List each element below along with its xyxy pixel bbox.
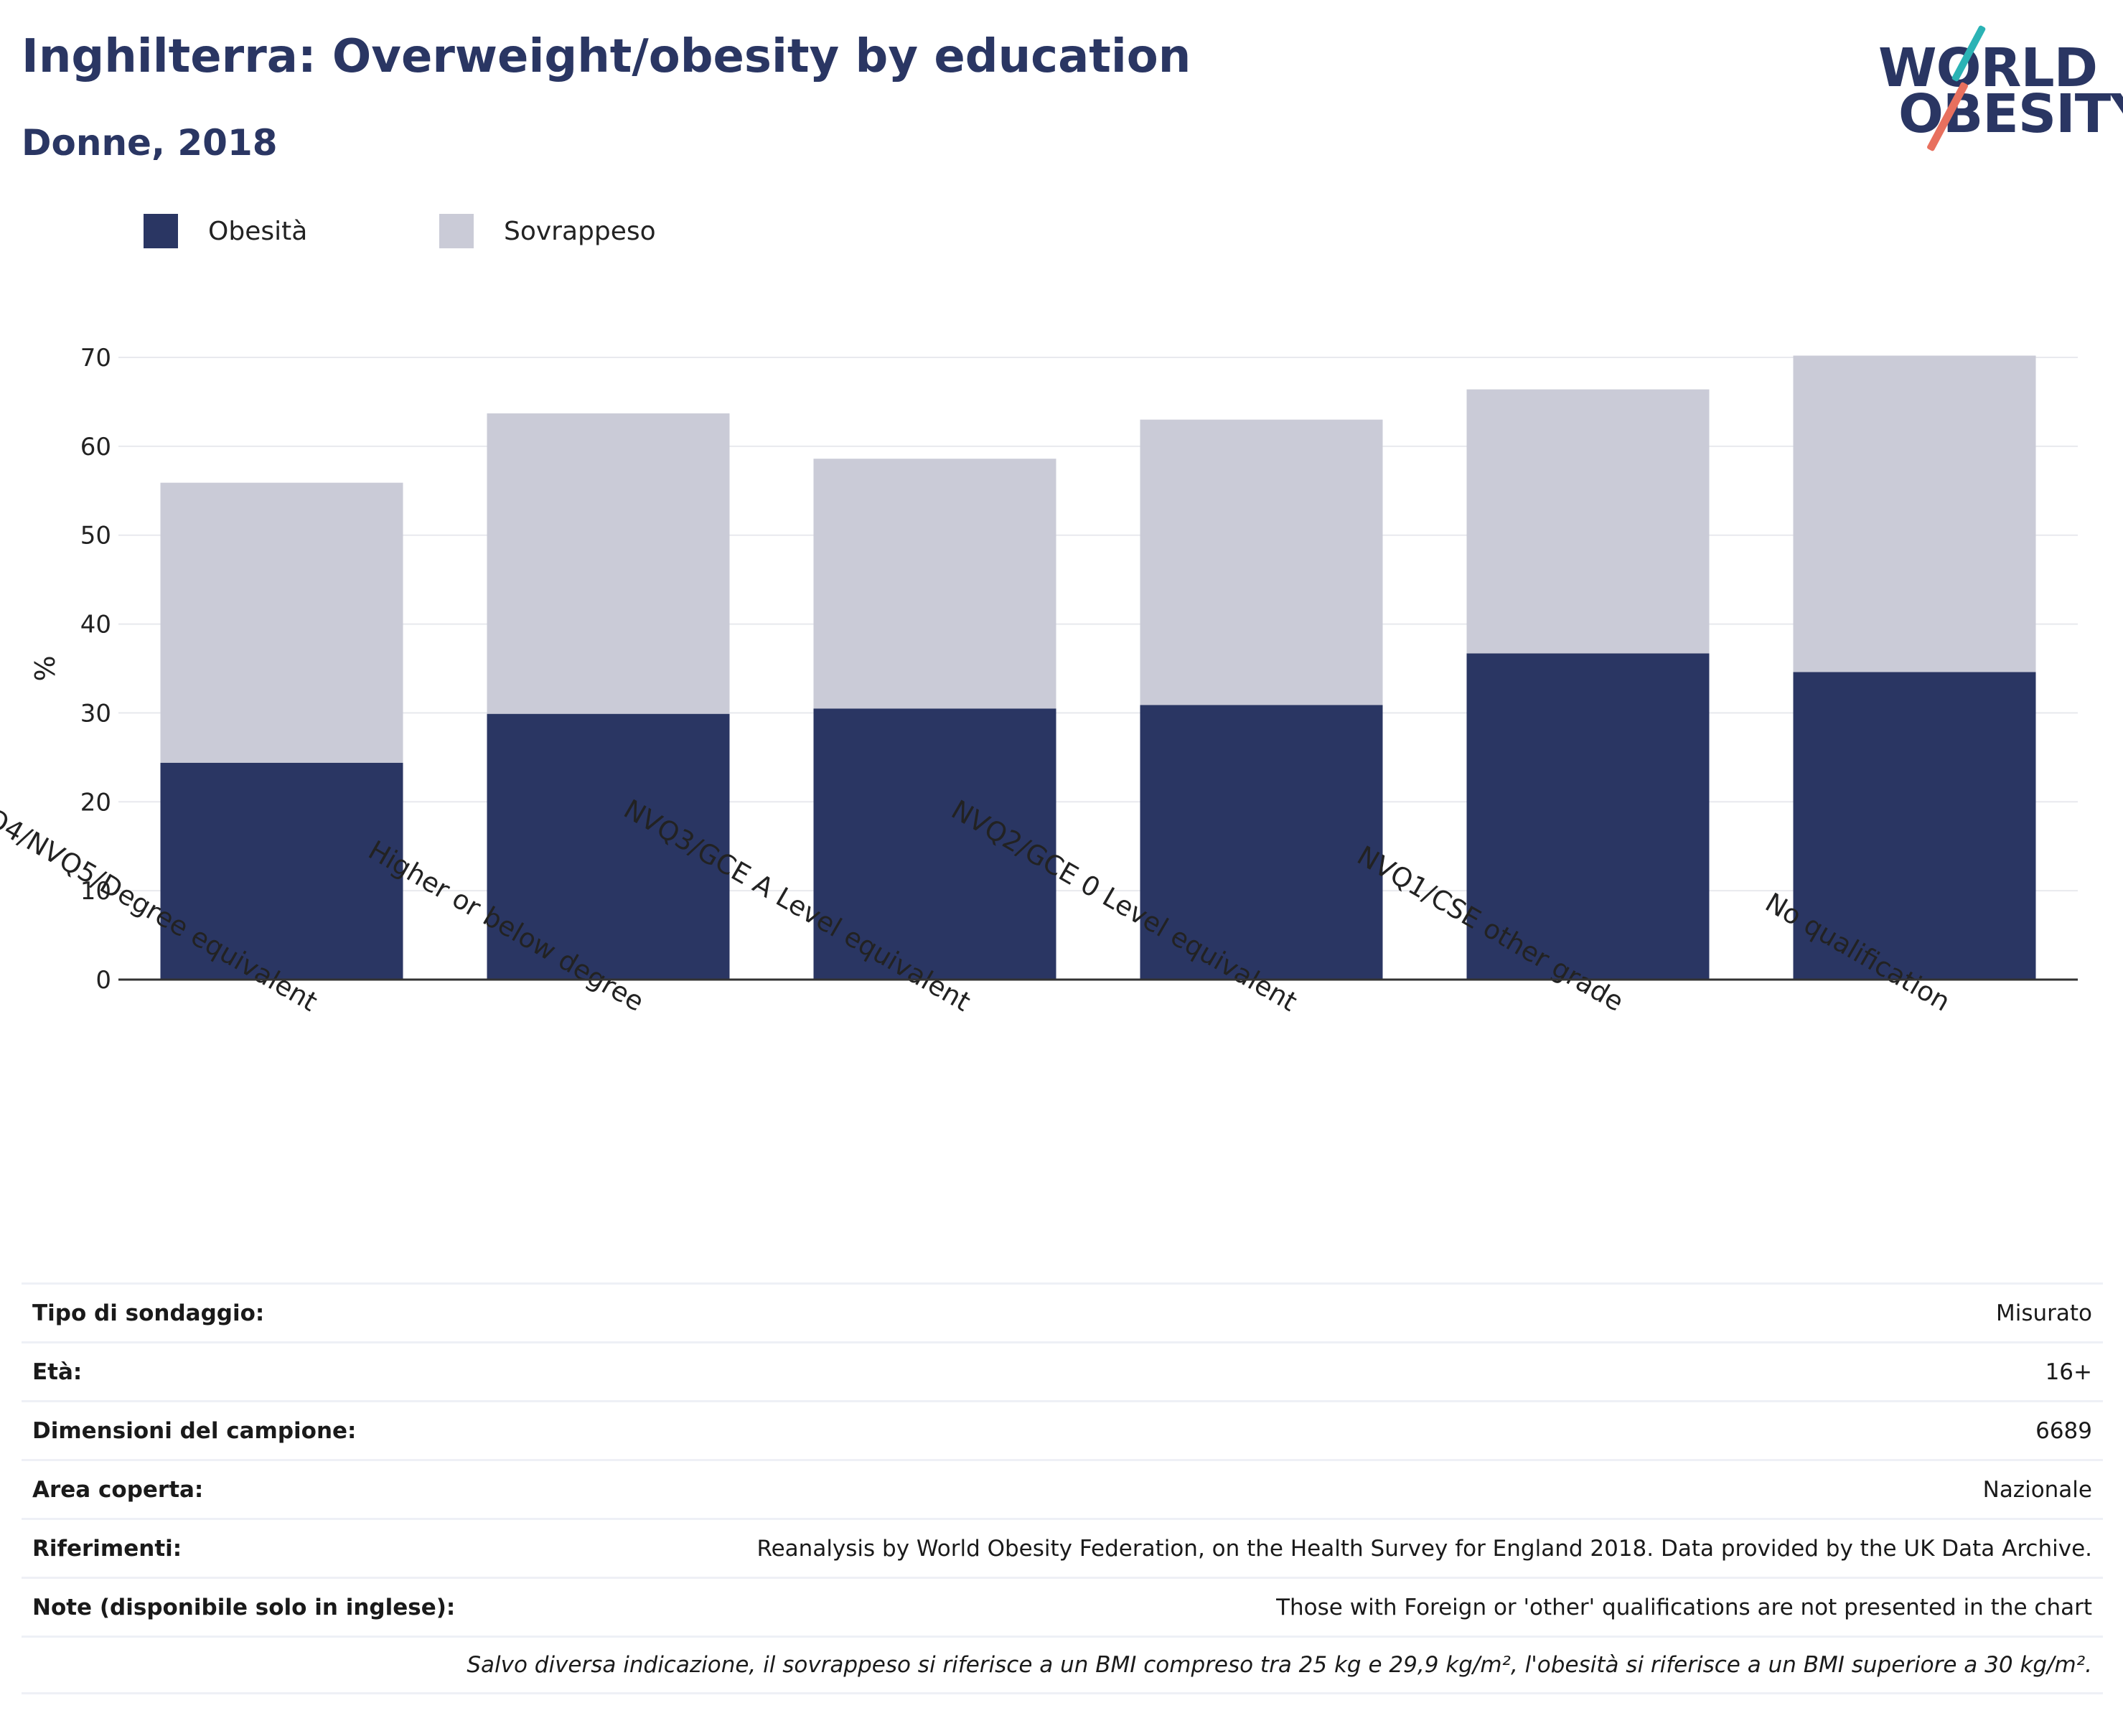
- bmi-footnote: Salvo diversa indicazione, il sovrappeso…: [467, 1652, 2092, 1678]
- bar-obesity: [1793, 672, 2036, 980]
- info-label-sample-size: Dimensioni del campione:: [32, 1417, 357, 1444]
- world-obesity-logo: WORLD OBESITY: [1866, 22, 2123, 152]
- legend-item-overweight[interactable]: Sovrappeso: [439, 214, 656, 248]
- y-tick-label: 10: [80, 877, 111, 906]
- y-tick-label: 50: [80, 522, 111, 550]
- bar-obesity: [160, 762, 403, 980]
- y-tick-label: 30: [80, 699, 111, 728]
- y-tick-label: 20: [80, 788, 111, 817]
- bar-obesity: [487, 713, 730, 980]
- logo-word-world: WORLD: [1878, 37, 2098, 99]
- info-row-sample-size: Dimensioni del campione: 6689: [22, 1400, 2103, 1459]
- bar-overweight: [813, 459, 1056, 709]
- info-row-survey-type: Tipo di sondaggio: Misurato: [22, 1282, 2103, 1341]
- bar-overweight: [1466, 389, 1710, 654]
- info-row-age: Età: 16+: [22, 1341, 2103, 1400]
- info-value-area-covered: Nazionale: [1982, 1476, 2092, 1503]
- info-row-references: Riferimenti: Reanalysis by World Obesity…: [22, 1518, 2103, 1577]
- legend-item-obesity[interactable]: Obesità: [144, 214, 307, 248]
- legend-swatch-overweight: [439, 214, 474, 248]
- info-label-survey-type: Tipo di sondaggio:: [32, 1300, 265, 1326]
- legend-label-overweight: Sovrappeso: [504, 216, 656, 246]
- info-label-age: Età:: [32, 1359, 83, 1385]
- bar-overweight: [1140, 419, 1383, 705]
- info-row-area-covered: Area coperta: Nazionale: [22, 1459, 2103, 1518]
- bar-overweight: [487, 413, 730, 714]
- logo-word-obesity: OBESITY: [1898, 83, 2123, 145]
- info-value-sample-size: 6689: [2035, 1417, 2092, 1444]
- info-value-notes: Those with Foreign or 'other' qualificat…: [1276, 1594, 2092, 1620]
- bar-overweight: [1793, 355, 2036, 672]
- page-title: Inghilterra: Overweight/obesity by educa…: [22, 30, 1191, 83]
- bar-obesity: [813, 708, 1056, 980]
- info-row-notes: Note (disponibile solo in inglese): Thos…: [22, 1577, 2103, 1636]
- y-tick-label: 60: [80, 433, 111, 461]
- y-tick-label: 70: [80, 344, 111, 372]
- info-label-references: Riferimenti:: [32, 1535, 182, 1562]
- info-value-references: Reanalysis by World Obesity Federation, …: [756, 1535, 2092, 1562]
- bar-obesity: [1140, 705, 1383, 980]
- info-value-age: 16+: [2045, 1359, 2092, 1385]
- bar-overweight: [160, 482, 403, 763]
- bar-obesity: [1466, 653, 1710, 980]
- y-axis-label: %: [29, 655, 61, 681]
- y-tick-label: 0: [95, 966, 111, 995]
- info-label-area-covered: Area coperta:: [32, 1476, 204, 1503]
- legend-label-obesity: Obesità: [208, 216, 308, 246]
- info-label-notes: Note (disponibile solo in inglese):: [32, 1594, 456, 1620]
- info-value-survey-type: Misurato: [1995, 1300, 2092, 1326]
- page-subtitle: Donne, 2018: [22, 122, 278, 164]
- footnote-row: Salvo diversa indicazione, il sovrappeso…: [22, 1636, 2103, 1694]
- info-table: Tipo di sondaggio: Misurato Età: 16+ Dim…: [22, 1282, 2103, 1694]
- legend-swatch-obesity: [144, 214, 178, 248]
- y-tick-label: 40: [80, 611, 111, 639]
